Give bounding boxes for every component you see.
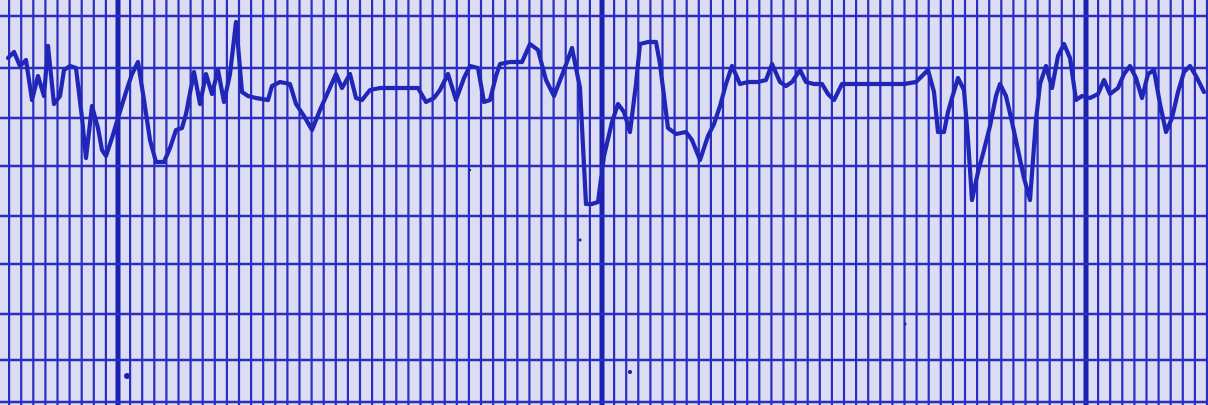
- paper-speck: [124, 373, 130, 379]
- horizontal-grid-lines: [0, 14, 1208, 404]
- paper-speck: [628, 370, 632, 374]
- paper-speck: [578, 238, 582, 242]
- paper-speck: [903, 322, 907, 326]
- signal-trace: [5, 19, 1207, 207]
- paper-speck: [468, 168, 472, 172]
- paper-specks: [124, 168, 907, 379]
